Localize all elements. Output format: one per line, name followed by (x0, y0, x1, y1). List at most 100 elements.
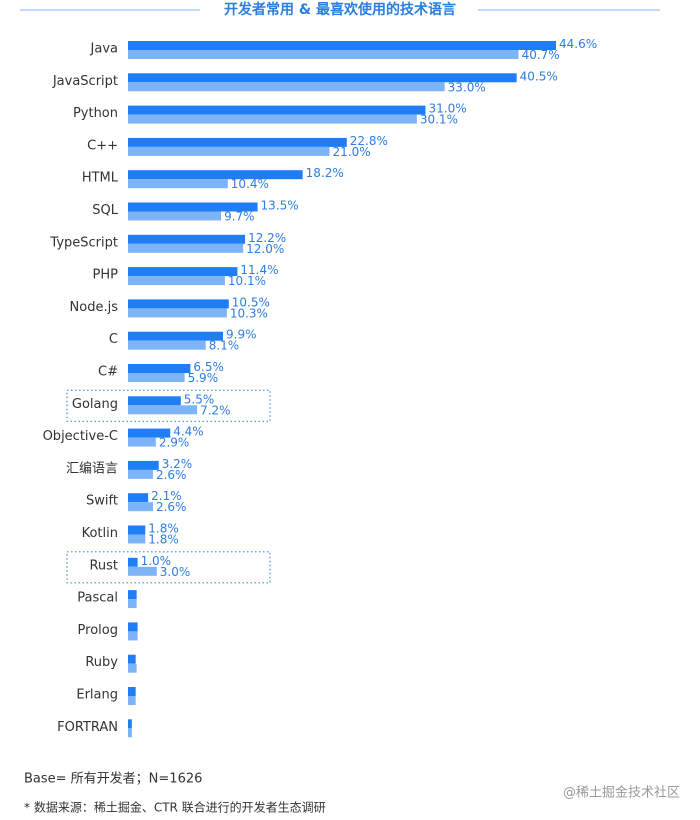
bar (128, 340, 206, 350)
bar (128, 114, 417, 124)
category-label: Objective-C (43, 429, 118, 444)
value-label: 33.0% (448, 80, 486, 94)
bar (128, 373, 185, 382)
bar (128, 566, 157, 576)
category-label: C++ (87, 138, 118, 153)
bar (128, 437, 156, 447)
value-label: 21.0% (333, 145, 371, 159)
category-label: TypeScript (49, 235, 118, 250)
value-label: 12.2% (248, 231, 286, 245)
bar (128, 137, 347, 147)
value-label: 11.4% (240, 263, 278, 277)
bar (128, 622, 138, 632)
value-label: 2.9% (159, 436, 190, 450)
bar (128, 170, 303, 180)
category-label: JavaScript (52, 74, 118, 89)
value-label: 31.0% (428, 102, 466, 116)
value-label: 10.1% (228, 274, 266, 288)
bar (128, 331, 224, 341)
bar (128, 202, 258, 212)
value-label: 10.3% (230, 306, 268, 320)
value-label: 40.5% (520, 69, 558, 83)
bar (128, 469, 153, 479)
bar (128, 243, 244, 253)
value-label: 3.0% (160, 565, 191, 579)
category-label: Python (73, 106, 118, 121)
value-label: 1.0% (141, 554, 172, 568)
bar (128, 105, 426, 115)
source-note: * 数据来源：稀土掘金、CTR 联合进行的开发者生态调研 (24, 800, 326, 815)
bar (128, 364, 191, 373)
value-label: 10.5% (232, 295, 270, 309)
watermark: @稀土掘金技术社区 (563, 785, 680, 801)
bar (128, 719, 132, 729)
bar (128, 267, 238, 277)
category-label: Swift (86, 494, 118, 509)
value-label: 10.4% (231, 177, 269, 191)
value-label: 18.2% (306, 166, 344, 180)
value-label: 7.2% (200, 403, 231, 417)
value-label: 30.1% (420, 113, 458, 127)
category-label: Java (90, 42, 118, 57)
value-label: 2.6% (156, 500, 187, 514)
bar (128, 687, 136, 696)
bar (128, 654, 136, 664)
bar (128, 534, 146, 544)
bar (128, 460, 159, 470)
bar (128, 234, 246, 244)
value-label: 5.5% (184, 392, 215, 406)
category-label: Pascal (77, 591, 118, 606)
bar (128, 146, 330, 156)
value-label: 2.1% (151, 489, 182, 503)
category-label: FORTRAN (57, 720, 118, 735)
value-label: 40.7% (522, 48, 560, 62)
value-label: 13.5% (261, 199, 299, 213)
bar (128, 428, 171, 438)
bar (128, 41, 556, 50)
category-label: Prolog (78, 623, 118, 638)
value-label: 8.1% (209, 339, 240, 353)
value-label: 4.4% (173, 425, 204, 439)
bar (128, 696, 136, 705)
bar (128, 396, 181, 406)
value-label: 3.2% (162, 457, 193, 471)
value-label: 1.8% (148, 533, 179, 547)
bar (128, 590, 137, 600)
bar (128, 599, 137, 609)
bar (128, 50, 519, 59)
value-label: 22.8% (350, 134, 388, 148)
category-label: PHP (93, 268, 119, 283)
category-label: C# (98, 365, 118, 380)
value-label: 9.9% (226, 328, 257, 342)
category-label: SQL (92, 203, 118, 218)
value-label: 5.9% (188, 371, 219, 385)
bar (128, 405, 198, 415)
bar (128, 631, 138, 641)
bar (128, 728, 132, 738)
value-label: 6.5% (193, 360, 224, 374)
value-label: 44.6% (559, 37, 597, 51)
value-label: 2.6% (156, 468, 187, 482)
category-label: 汇编语言 (66, 461, 118, 476)
value-label: 9.7% (224, 210, 255, 224)
category-label: Rust (89, 558, 118, 573)
bar (128, 299, 229, 309)
bar (128, 525, 146, 535)
bar (128, 276, 225, 286)
bar (128, 82, 445, 92)
chart-title: 开发者常用 & 最喜欢使用的技术语言 (224, 1, 456, 18)
highlight-box (66, 551, 271, 584)
highlight-box (66, 389, 271, 422)
bar (128, 179, 228, 189)
category-label: Node.js (70, 300, 119, 315)
bar (128, 308, 227, 318)
category-label: Ruby (85, 655, 118, 670)
bar (128, 493, 149, 503)
category-label: Erlang (76, 688, 118, 703)
category-label: Golang (72, 397, 118, 412)
bar (128, 663, 137, 673)
base-note: Base= 所有开发者；N=1626 (24, 771, 202, 787)
value-label: 1.8% (148, 522, 179, 536)
category-label: HTML (82, 171, 119, 186)
category-label: Kotlin (82, 526, 118, 541)
